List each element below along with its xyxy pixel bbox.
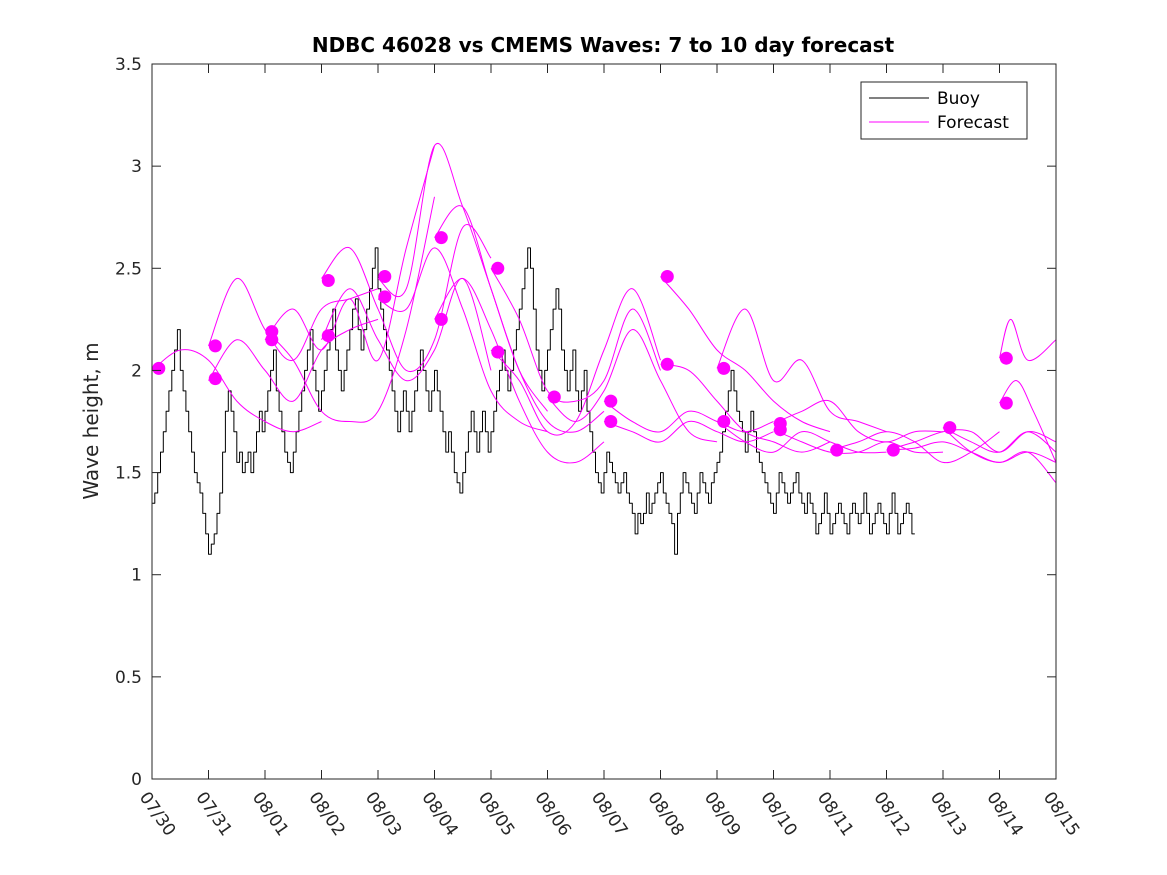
y-tick-label: 3: [131, 157, 142, 177]
y-tick-label: 2.5: [115, 259, 142, 279]
chart-title: NDBC 46028 vs CMEMS Waves: 7 to 10 day f…: [312, 33, 895, 57]
forecast-series-line-11: [434, 278, 605, 464]
forecast-marker: [660, 270, 674, 283]
forecast-marker: [547, 390, 561, 404]
forecast-marker: [999, 351, 1013, 365]
forecast-series-line-1: [152, 349, 322, 433]
forecast-marker: [208, 339, 222, 353]
y-tick-label: 3.5: [115, 55, 142, 75]
forecast-marker: [773, 423, 787, 437]
forecast-marker: [717, 361, 731, 375]
forecast-series-line-4: [264, 145, 435, 362]
forecast-marker: [999, 396, 1013, 410]
y-axis-label: Wave height, m: [79, 342, 103, 499]
y-tick-label: 0: [131, 770, 142, 790]
forecast-marker: [491, 345, 505, 359]
legend-box: [860, 81, 1028, 140]
forecast-marker: [208, 372, 222, 386]
forecast-marker: [604, 415, 618, 428]
forecast-series-line-27: [942, 427, 1056, 484]
forecast-series-line-10: [434, 205, 605, 433]
forecast-series-line-28: [999, 318, 1056, 361]
forecast-series-line-26: [942, 427, 1056, 453]
y-tick-label: 2: [131, 361, 142, 381]
forecast-series-line-12: [490, 268, 661, 403]
forecast-series-line-22: [773, 429, 944, 454]
legend-buoy-label: Buoy: [937, 89, 980, 109]
forecast-marker: [265, 333, 279, 347]
forecast-marker: [321, 274, 335, 287]
y-tick-label: 1: [131, 566, 142, 586]
forecast-marker: [491, 261, 505, 275]
forecast-series-line-19: [716, 308, 887, 433]
forecast-series-line-3: [208, 318, 379, 402]
forecast-series-line-13: [490, 288, 661, 436]
forecast-marker: [321, 329, 335, 343]
buoy-series-line: [152, 247, 915, 555]
forecast-marker: [378, 270, 392, 283]
forecast-marker: [434, 312, 448, 326]
series-layer: [152, 142, 1056, 555]
forecast-marker: [660, 357, 674, 371]
forecast-series-line-7: [321, 278, 492, 382]
forecast-marker: [943, 421, 957, 435]
forecast-series-line-21: [773, 399, 944, 443]
marker-layer: [152, 231, 1013, 457]
legend: Buoy Forecast: [860, 81, 1028, 140]
forecast-series-line-17: [660, 276, 831, 433]
y-tick-label: 0.5: [115, 668, 142, 688]
forecast-series-line-18: [660, 363, 831, 453]
forecast-series-line-6: [321, 224, 492, 373]
forecast-marker: [152, 361, 166, 375]
forecast-series-line-14: [547, 329, 718, 443]
forecast-marker: [378, 290, 392, 304]
forecast-marker: [434, 231, 448, 245]
forecast-marker: [886, 443, 900, 457]
y-tick-label: 1.5: [115, 464, 142, 484]
forecast-series-line-29: [999, 380, 1056, 463]
forecast-marker: [604, 394, 618, 408]
y-axis: 0 0.5 1 1.5 2 2.5 3 3.5: [115, 55, 1056, 790]
forecast-marker: [717, 415, 731, 428]
forecast-series-line-9: [377, 247, 548, 433]
forecast-series-line-5: [264, 196, 435, 423]
legend-forecast-label: Forecast: [937, 113, 1009, 133]
forecast-marker: [830, 443, 844, 457]
